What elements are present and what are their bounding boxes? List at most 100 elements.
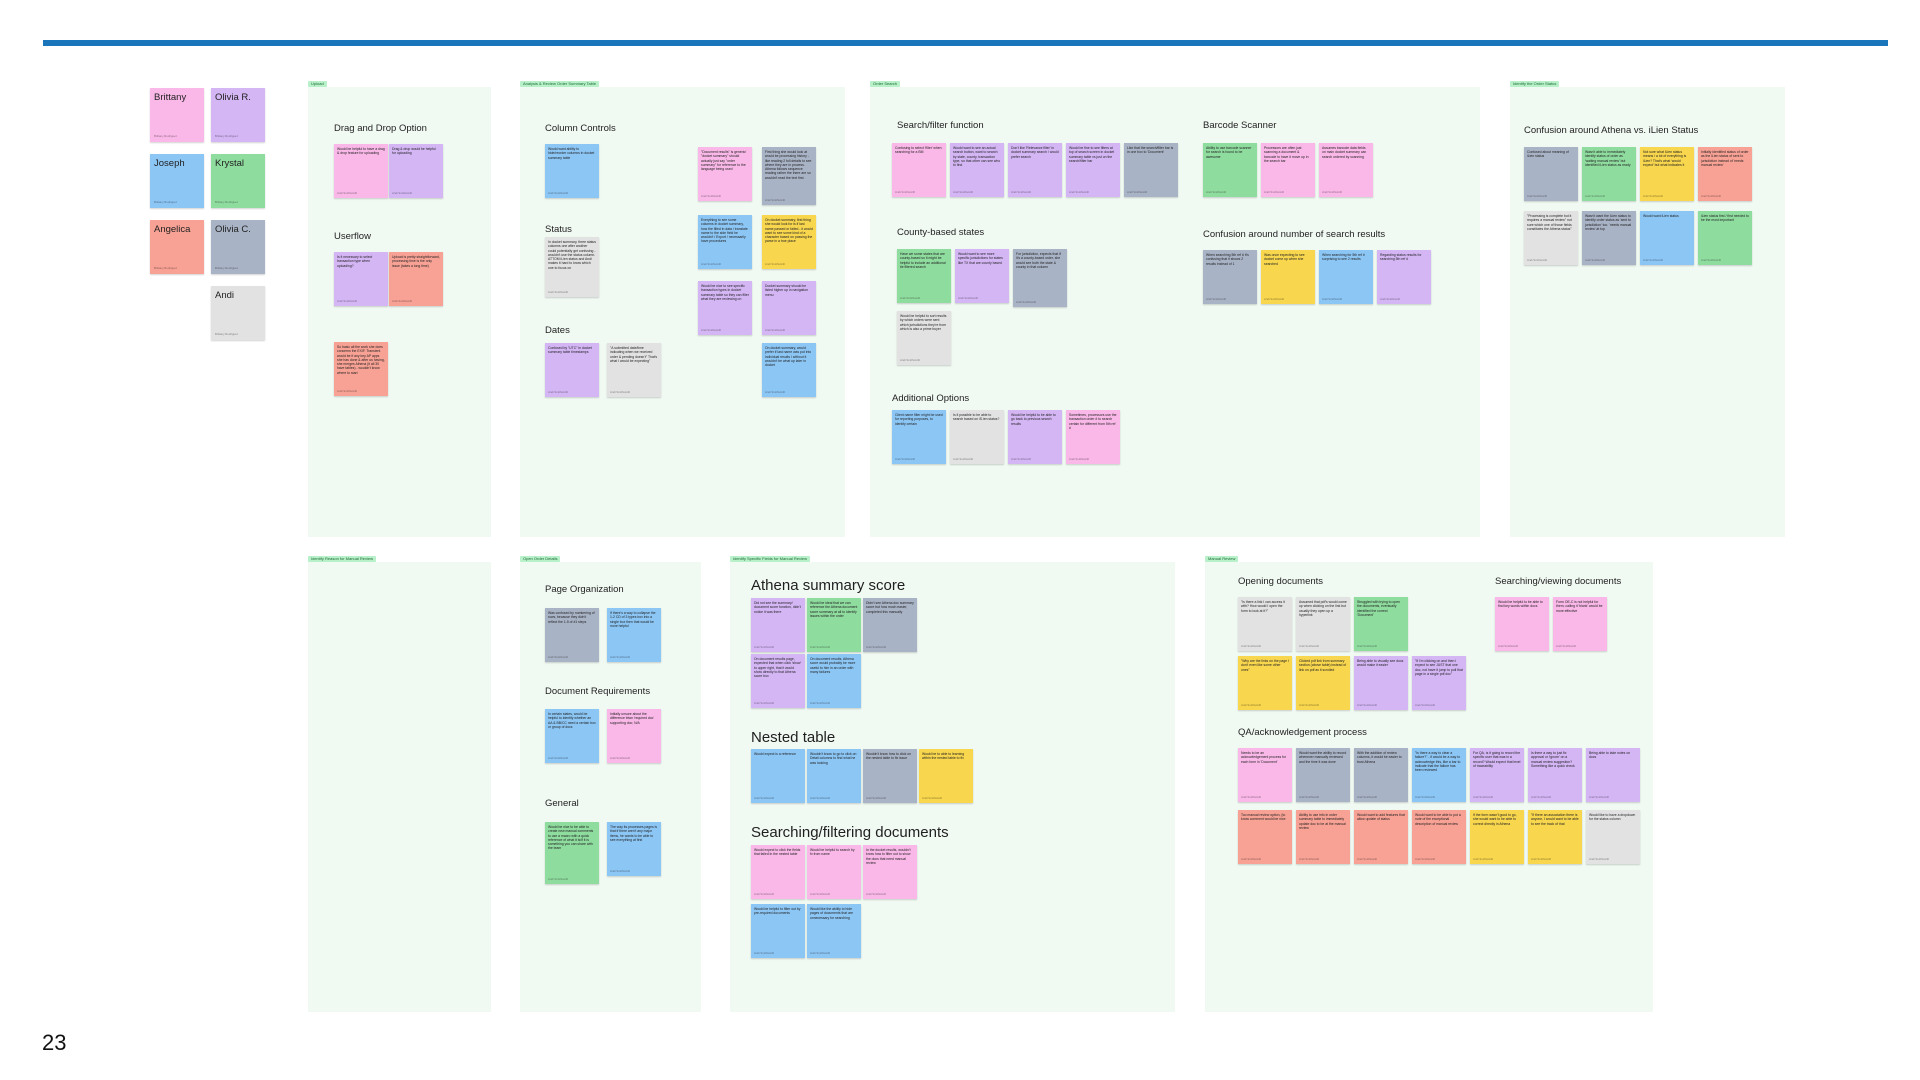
sticky-note[interactable]: Would be helpful to sort results by whic…	[897, 311, 951, 365]
sticky-note[interactable]: Would want to see an actual search butto…	[950, 143, 1004, 197]
sticky-note[interactable]: Is it necessary to select transaction ty…	[334, 252, 388, 306]
sticky-note[interactable]: For QA, is it going to record the specif…	[1470, 748, 1524, 802]
sticky-note[interactable]: "Is there a way to clear a failure?" - i…	[1412, 748, 1466, 802]
sticky-note[interactable]: Would expect is a reference Andi Smithsmi…	[751, 749, 805, 803]
sticky-note[interactable]: With the addition of review columns, it …	[1354, 748, 1408, 802]
sticky-note[interactable]: "Is there a link I can access it with? H…	[1238, 597, 1292, 651]
sticky-note[interactable]: Like that the search/filter bar is in on…	[1124, 143, 1178, 197]
sticky-note[interactable]: Would be fine to see filters at top of s…	[1066, 143, 1120, 197]
sticky-note[interactable]: "Why are the links on the page I don't e…	[1238, 656, 1292, 710]
sticky-note[interactable]: Don't like 'Relevance filter' in docket …	[1008, 143, 1062, 197]
sticky-note[interactable]: Would want to be able to put a note of t…	[1412, 810, 1466, 864]
sticky-note[interactable]: So basic all the work she does concerns …	[334, 342, 388, 396]
sticky-note[interactable]: Confused by "UTC" in docket summary tabl…	[545, 343, 599, 397]
sticky-note[interactable]: Not sure what iLien status means / a lot…	[1640, 147, 1694, 201]
sticky-note[interactable]: Drag & drop would be helpful for uploadi…	[389, 144, 443, 198]
sticky-note[interactable]: When searching for 5th ref # surprising …	[1319, 250, 1373, 304]
sticky-note[interactable]: "If I'm clicking on and then I expect to…	[1412, 656, 1466, 710]
sticky-note[interactable]: Would expect to click the fields that fa…	[751, 845, 805, 899]
sticky-note[interactable]: "Document results" is generic/ "docket s…	[698, 147, 752, 201]
sticky-note[interactable]: Would be to able to learning within the …	[919, 749, 973, 803]
participant-note[interactable]: Angelica Brittany Rodriguez	[150, 220, 204, 274]
sticky-note[interactable]: In docket summary, three status columns …	[545, 237, 599, 297]
sticky-note[interactable]: Would want to add features that allow up…	[1354, 810, 1408, 864]
sticky-note[interactable]: Wouldn't know how to click on the nested…	[863, 749, 917, 803]
sticky-note[interactable]: Did not see the summary/ document score …	[751, 598, 805, 652]
sticky-note[interactable]: Would be helpful to filter out by pre-re…	[751, 904, 805, 958]
sticky-note[interactable]: Initially unsure about the difference bt…	[607, 709, 661, 763]
sticky-note[interactable]: If there's a way to collapse the 1-2 CD …	[607, 608, 661, 662]
sticky-note[interactable]: Have we some states that are county-base…	[897, 249, 951, 303]
sticky-note[interactable]: Processors are often just scanning a doc…	[1261, 143, 1315, 197]
sticky-note[interactable]: Client name filter might be used for rep…	[892, 410, 946, 464]
participant-name: Andi	[215, 290, 235, 301]
sticky-note[interactable]: When searching 5th ref # it's confusing …	[1203, 250, 1257, 304]
sticky-note[interactable]: Is there a way to just fix approval or '…	[1528, 748, 1582, 802]
participant-note[interactable]: Joseph Brittany Rodriguez	[150, 154, 204, 208]
sticky-note[interactable]: Confused about meaning of iLien status An…	[1524, 147, 1578, 201]
section-heading: Document Requirements	[545, 686, 651, 697]
sticky-note[interactable]: Regarding status results for searching 5…	[1377, 250, 1431, 304]
sticky-note[interactable]: In certain states, would be helpful to i…	[545, 709, 599, 763]
sticky-note[interactable]: "Processing is complete but it requires …	[1524, 211, 1578, 265]
participant-note[interactable]: Andi Brittany Rodriguez	[211, 286, 265, 340]
sticky-note[interactable]: Would be helpful to search by fx from na…	[807, 845, 861, 899]
sticky-note[interactable]: Being able to visually see docs would ma…	[1354, 656, 1408, 710]
sticky-note[interactable]: Upload is pretty straightforward, proces…	[389, 252, 443, 306]
sticky-note[interactable]: Was once expecting to see docket come up…	[1261, 250, 1315, 304]
sticky-note[interactable]: Would like the ability to hide pages of …	[807, 904, 861, 958]
sticky-note[interactable]: Is it possible to be able to search base…	[950, 410, 1004, 464]
sticky-note[interactable]: Assumes barcode data fields on main dock…	[1319, 143, 1373, 197]
sticky-note[interactable]: Would be helpful to be able to find key …	[1495, 597, 1549, 651]
participant-note[interactable]: Olivia C. Brittany Rodriguez	[211, 220, 265, 274]
sticky-note[interactable]: On document results page, expected that …	[751, 654, 805, 708]
sticky-note[interactable]: Everything to see some columns in docket…	[698, 215, 752, 269]
sticky-note[interactable]: Wasn't able to immediately identify stat…	[1582, 147, 1636, 201]
sticky-note[interactable]: The way its processes pages is that if t…	[607, 822, 661, 876]
sticky-note[interactable]: Wasn't want the iLien status to identify…	[1582, 211, 1636, 265]
sticky-note[interactable]: Would want to see more specific jurisdic…	[955, 249, 1009, 303]
sticky-note[interactable]: First thing she would look at would be p…	[762, 147, 816, 205]
sticky-note[interactable]: In the docket results, wouldn't know how…	[863, 845, 917, 899]
sticky-note[interactable]: "If there an association there is anyone…	[1528, 810, 1582, 864]
sticky-note[interactable]: Would be nice to see specific transactio…	[698, 281, 752, 335]
sticky-note[interactable]: On document results, Athena score would …	[807, 654, 861, 708]
sticky-note[interactable]: Confusing to select 'filter' when search…	[892, 143, 946, 197]
sticky-note[interactable]: Would want iLien status Andi Smithsmith	[1640, 211, 1694, 265]
sticky-note[interactable]: On docket summary, would prefer if last …	[762, 343, 816, 397]
sticky-note[interactable]: Would want the ability to record wheneve…	[1296, 748, 1350, 802]
sticky-note[interactable]: Would be ideal that we can reference the…	[807, 598, 861, 652]
sticky-note[interactable]: Would want ability to hide/reorder colum…	[545, 144, 599, 198]
sticky-note[interactable]: Too manual review option, (to know comme…	[1238, 810, 1292, 864]
participant-note[interactable]: Krystal Brittany Rodriguez	[211, 154, 265, 208]
sticky-note[interactable]: Sometimes, processors use the transactio…	[1066, 410, 1120, 464]
sticky-note[interactable]: iLien status first / first needed to be …	[1698, 211, 1752, 265]
sticky-note[interactable]: Ability to use barcode scanner for searc…	[1203, 143, 1257, 197]
sticky-note[interactable]: Initially identified status of order as …	[1698, 147, 1752, 201]
board-tag: Order Search	[870, 81, 901, 87]
sticky-note[interactable]: Would be nice to be able to create new m…	[545, 822, 599, 884]
participant-note[interactable]: Brittany Brittany Rodriguez	[150, 88, 204, 142]
participant-note[interactable]: Olivia R. Brittany Rodriguez	[211, 88, 265, 142]
sticky-note[interactable]: Ability to use info in order summary tab…	[1296, 810, 1350, 864]
sticky-note[interactable]: Didn't see Athena doc summary score but …	[863, 598, 917, 652]
section-heading: Searching/filtering documents	[751, 824, 949, 841]
sticky-note[interactable]: Would be helpful to have a drag & drop f…	[334, 144, 388, 198]
sticky-note[interactable]: Wouldn't know to go to click on Detail c…	[807, 749, 861, 803]
section-heading: Search/filter function	[897, 120, 984, 131]
sticky-note[interactable]: For jurisdiction, expects that if it's a…	[1013, 249, 1067, 307]
sticky-note[interactable]: Being able to take notes on docs Andi Smi…	[1586, 748, 1640, 802]
sticky-note[interactable]: Needs to be an acknowledgement process f…	[1238, 748, 1292, 802]
sticky-note[interactable]: On docket summary, first thing she would…	[762, 215, 816, 269]
sticky-note[interactable]: Struggled with trying to open the docume…	[1354, 597, 1408, 651]
sticky-note[interactable]: If the form wasn't good to go, she would…	[1470, 810, 1524, 864]
sticky-note[interactable]: Would be helpful to be able to go back t…	[1008, 410, 1062, 464]
section-heading: Page Organization	[545, 584, 624, 595]
sticky-note[interactable]: "A submitted date/time indicating when w…	[607, 343, 661, 397]
sticky-note[interactable]: Assumed that pdf's would come up when cl…	[1296, 597, 1350, 651]
sticky-note[interactable]: Form OE-C is not helpful for them, calli…	[1553, 597, 1607, 651]
sticky-note[interactable]: Docket summary should be listed higher u…	[762, 281, 816, 335]
sticky-note[interactable]: Would like to have a dropdown for the st…	[1586, 810, 1640, 864]
sticky-note[interactable]: Clicked pdf link from summary section (a…	[1296, 656, 1350, 710]
sticky-note[interactable]: Was confused by numbering of rows, becau…	[545, 608, 599, 662]
